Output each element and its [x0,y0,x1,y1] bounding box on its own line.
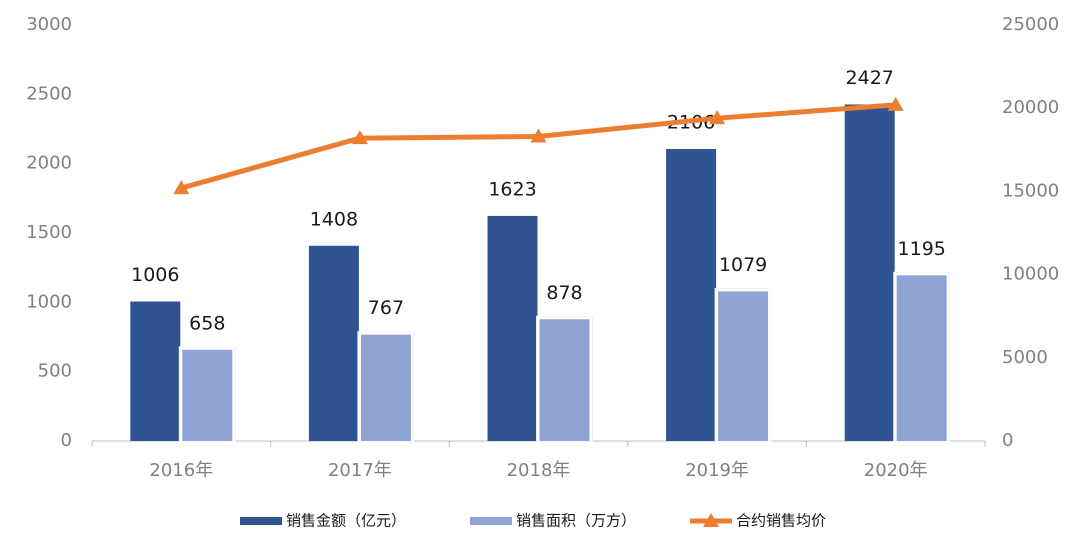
y2-tick-label: 0 [1002,430,1013,451]
bar [666,148,717,441]
bar [487,215,538,441]
data-label: 2427 [846,67,894,89]
y-tick-label: 2500 [26,83,72,104]
bar [130,301,181,441]
x-tick-label: 2020年 [864,460,928,481]
bar [844,104,895,442]
data-label: 878 [546,282,582,304]
x-tick-label: 2016年 [149,460,213,481]
bar [360,334,411,441]
x-tick-label: 2017年 [328,460,392,481]
legend-swatch [240,517,282,525]
data-label: 1079 [719,254,767,276]
legend-label: 销售面积（万方） [516,512,636,530]
line [180,102,896,191]
y-tick-label: 0 [61,430,72,451]
y-tick-label: 1000 [26,291,72,312]
bar [308,245,359,441]
y-tick-label: 500 [38,361,72,382]
y2-tick-label: 10000 [1002,264,1059,285]
line-marker [887,96,904,111]
y2-tick-label: 20000 [1002,97,1059,118]
data-label: 1408 [310,208,358,230]
data-label: 658 [189,312,225,334]
legend-swatch [470,517,512,525]
y2-tick-label: 15000 [1002,180,1059,201]
legend-swatch [703,513,719,527]
line-marker [709,110,726,125]
y-tick-label: 1500 [26,222,72,243]
bar [718,291,769,441]
y2-tick-label: 5000 [1002,347,1048,368]
x-tick-label: 2018年 [507,460,571,481]
bar [182,349,233,441]
legend-label: 合约销售均价 [736,512,826,530]
data-label: 1195 [898,238,946,260]
line-marker [530,128,547,143]
data-label: 1006 [131,264,179,286]
data-label: 1623 [488,178,536,200]
bar [896,275,947,441]
y2-tick-label: 25000 [1002,14,1059,35]
y-tick-label: 3000 [26,14,72,35]
y-tick-label: 2000 [26,153,72,174]
x-tick-label: 2019年 [685,460,749,481]
legend-label: 销售金额（亿元） [286,512,406,530]
line-marker [351,130,368,145]
bar [539,319,590,441]
line-marker [173,180,190,195]
data-label: 767 [368,297,404,319]
